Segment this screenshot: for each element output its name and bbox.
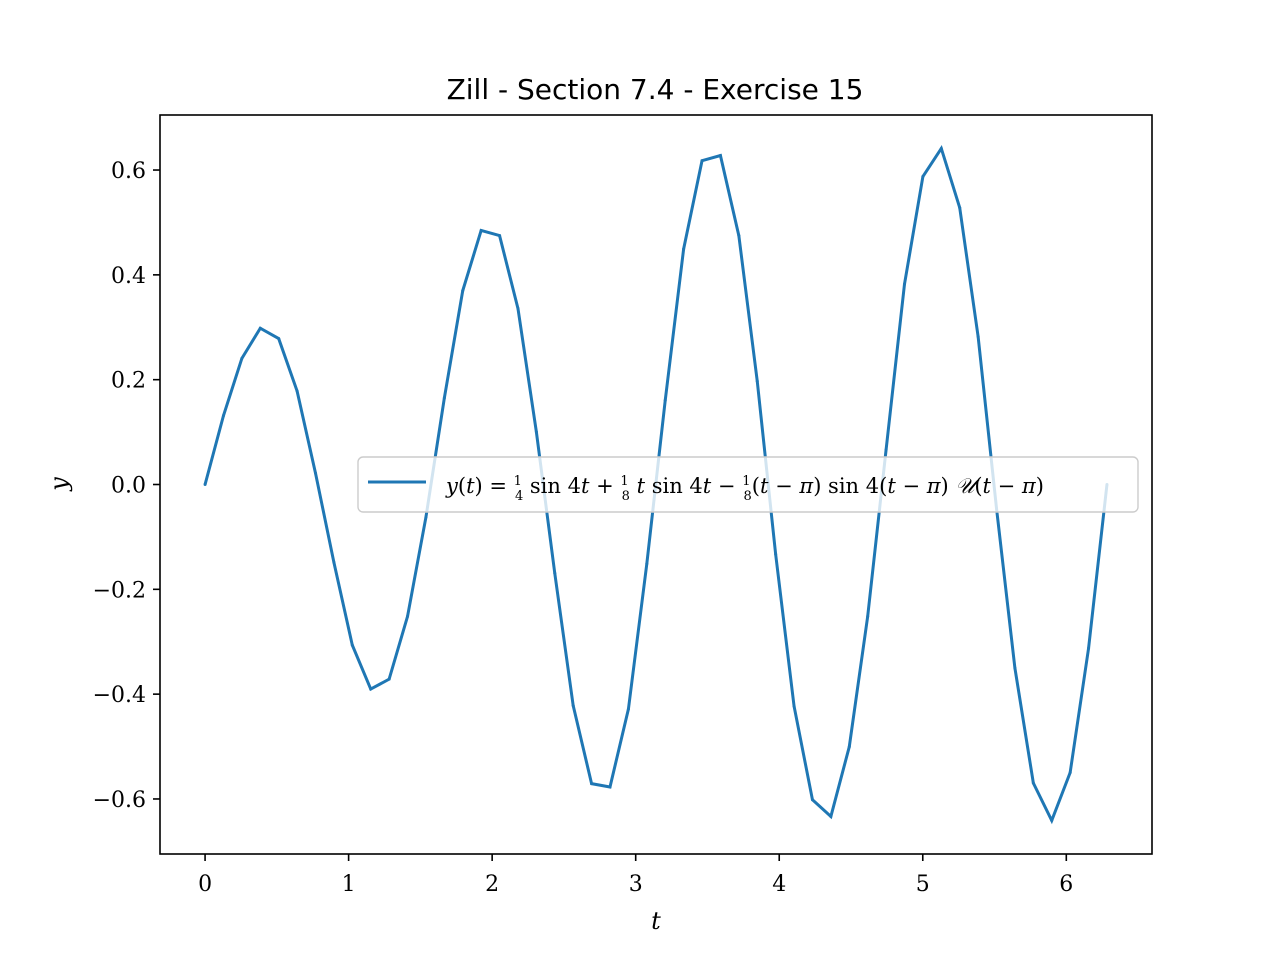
data-point — [590, 782, 594, 786]
x-tick-label: 6 — [1059, 872, 1073, 897]
data-point — [792, 704, 796, 708]
data-point — [553, 571, 557, 575]
data-point — [332, 560, 336, 564]
data-point — [884, 448, 888, 452]
data-point — [939, 146, 943, 150]
data-point — [902, 282, 906, 286]
y-axis-ticks: −0.6 −0.4 −0.2 0.0 0.2 0.4 0.6 — [93, 159, 160, 813]
data-point — [866, 614, 870, 618]
data-point — [645, 562, 649, 566]
data-point — [1013, 666, 1017, 670]
data-point — [1031, 781, 1035, 785]
y-tick-label: −0.6 — [93, 788, 146, 813]
data-point — [958, 206, 962, 210]
data-point — [921, 175, 925, 179]
data-point — [314, 471, 318, 475]
data-point — [221, 414, 225, 418]
data-point — [461, 289, 465, 293]
data-point — [258, 326, 262, 330]
x-tick-label: 0 — [198, 872, 212, 897]
x-tick-label: 2 — [485, 872, 499, 897]
data-point — [774, 552, 778, 556]
data-point — [1050, 819, 1054, 823]
data-point — [1068, 771, 1072, 775]
x-tick-label: 1 — [342, 872, 356, 897]
y-axis-label: y — [45, 477, 73, 492]
y-tick-label: 0.0 — [111, 474, 146, 499]
chart-title: Zill - Section 7.4 - Exercise 15 — [447, 73, 864, 106]
data-point — [571, 704, 575, 708]
data-point — [479, 228, 483, 232]
y-tick-label: −0.2 — [93, 578, 146, 603]
y-tick-label: 0.2 — [111, 369, 146, 394]
data-point — [203, 483, 207, 486]
data-point — [608, 785, 612, 789]
data-point — [700, 159, 704, 163]
data-point — [976, 335, 980, 339]
x-tick-label: 5 — [916, 872, 930, 897]
data-point — [350, 643, 354, 647]
data-point — [516, 307, 520, 311]
y-tick-label: 0.4 — [111, 264, 146, 289]
data-point — [718, 154, 722, 158]
data-point — [295, 389, 299, 393]
x-axis-label: t — [651, 907, 661, 935]
data-point — [406, 614, 410, 618]
y-tick-label: 0.6 — [111, 159, 146, 184]
x-axis-ticks: 0 1 2 3 4 5 6 — [198, 854, 1073, 897]
data-point — [1087, 646, 1091, 650]
data-point — [277, 337, 281, 341]
x-tick-label: 4 — [772, 872, 786, 897]
data-point — [755, 379, 759, 383]
data-point — [810, 798, 814, 802]
legend-box — [357, 456, 1139, 513]
y-tick-label: −0.4 — [93, 683, 146, 708]
data-point — [829, 815, 833, 819]
data-point — [663, 398, 667, 402]
data-point — [682, 247, 686, 251]
data-point — [498, 234, 502, 238]
data-point — [626, 707, 630, 711]
data-point — [737, 234, 741, 238]
data-point — [424, 515, 428, 519]
data-point — [387, 677, 391, 681]
data-point — [442, 396, 446, 400]
data-point — [369, 687, 373, 691]
data-point — [240, 356, 244, 360]
x-tick-label: 3 — [629, 872, 643, 897]
series-points — [203, 146, 1109, 823]
data-point — [847, 745, 851, 749]
data-point — [534, 430, 538, 434]
